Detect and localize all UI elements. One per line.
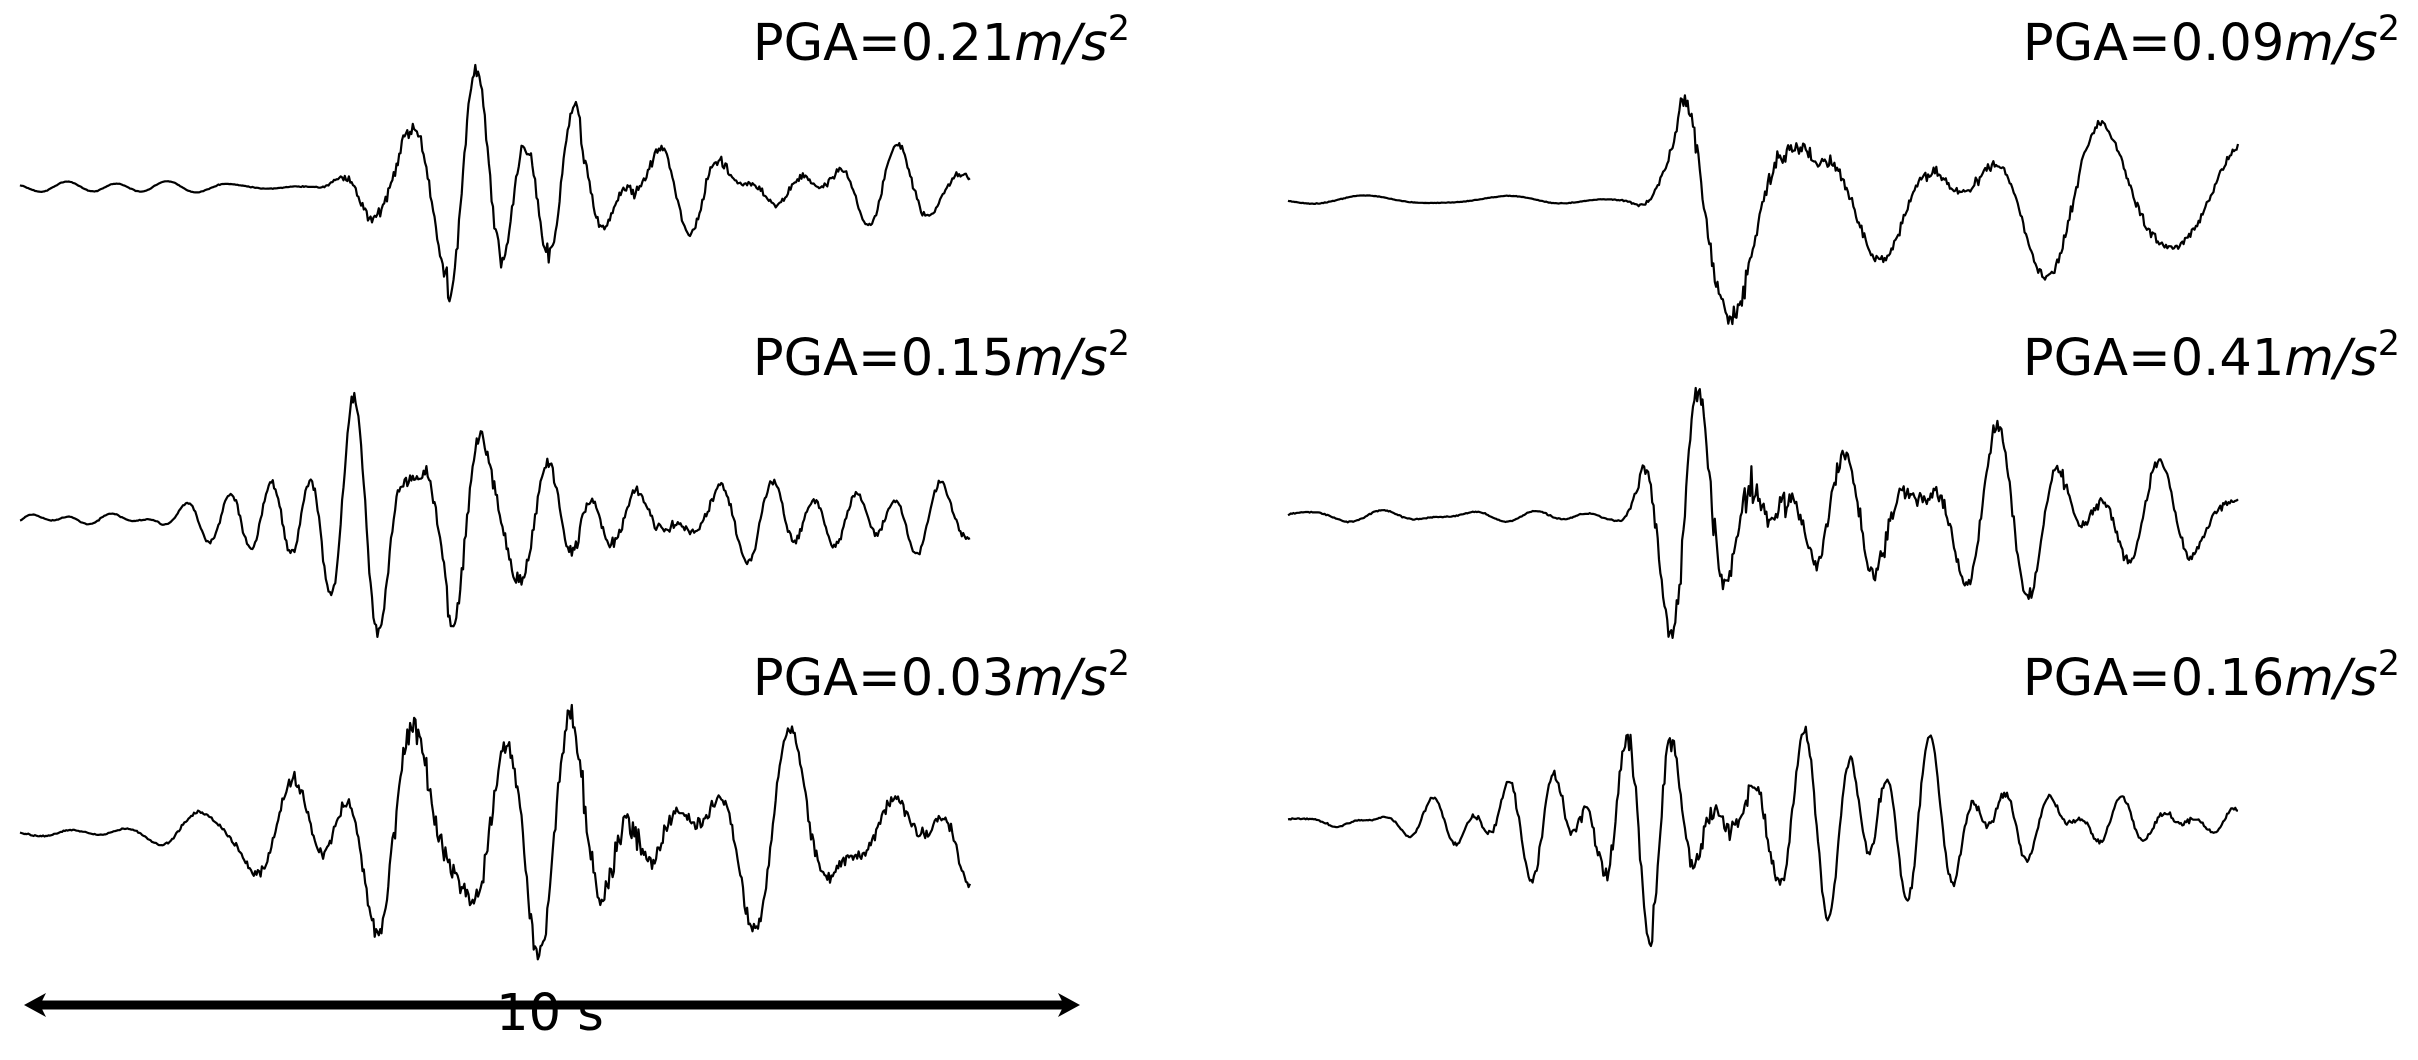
waveform-trace <box>1287 386 2239 640</box>
pga-unit: m/s <box>1014 329 1107 388</box>
panel-4: PGA=0.41m/s2 <box>1287 324 2400 640</box>
pga-value: PGA=0.03 <box>753 649 1014 708</box>
panel-3: PGA=0.15m/s2 <box>19 324 1130 639</box>
scale-bar-label: 10 s <box>496 984 604 1043</box>
pga-unit-exponent: 2 <box>2378 9 2400 49</box>
scale-bar-left-arrowhead <box>24 993 46 1017</box>
panel-5: PGA=0.03m/s2 <box>19 644 1130 961</box>
scale-bar-right-arrowhead <box>1058 993 1080 1017</box>
pga-unit: m/s <box>2284 14 2377 73</box>
pga-value: PGA=0.15 <box>753 329 1014 388</box>
pga-unit-exponent: 2 <box>2378 324 2400 364</box>
pga-unit-exponent: 2 <box>1108 9 1130 49</box>
pga-value: PGA=0.09 <box>2023 14 2284 73</box>
pga-unit-exponent: 2 <box>2378 644 2400 684</box>
waveform-trace <box>19 63 971 303</box>
waveform-trace <box>19 703 972 961</box>
pga-unit-exponent: 2 <box>1108 644 1130 684</box>
pga-value: PGA=0.16 <box>2023 649 2284 708</box>
panel-2: PGA=0.09m/s2 <box>1287 9 2400 326</box>
pga-unit: m/s <box>2284 649 2377 708</box>
pga-value: PGA=0.41 <box>2023 329 2284 388</box>
pga-label: PGA=0.15m/s2 <box>753 324 1130 388</box>
waveform-trace <box>19 391 971 639</box>
pga-unit-exponent: 2 <box>1108 324 1130 364</box>
panel-1: PGA=0.21m/s2 <box>19 9 1130 303</box>
pga-label: PGA=0.09m/s2 <box>2023 9 2400 73</box>
pga-label: PGA=0.03m/s2 <box>753 644 1130 708</box>
pga-label: PGA=0.21m/s2 <box>753 9 1130 73</box>
pga-value: PGA=0.21 <box>753 14 1014 73</box>
waveform-trace <box>1287 725 2239 948</box>
scale-bar: 10 s <box>24 984 1080 1043</box>
pga-unit: m/s <box>1014 14 1107 73</box>
pga-label: PGA=0.16m/s2 <box>2023 644 2400 708</box>
panel-6: PGA=0.16m/s2 <box>1287 644 2400 948</box>
waveform-trace <box>1287 94 2240 326</box>
pga-unit: m/s <box>2284 329 2377 388</box>
pga-label: PGA=0.41m/s2 <box>2023 324 2400 388</box>
pga-unit: m/s <box>1014 649 1107 708</box>
